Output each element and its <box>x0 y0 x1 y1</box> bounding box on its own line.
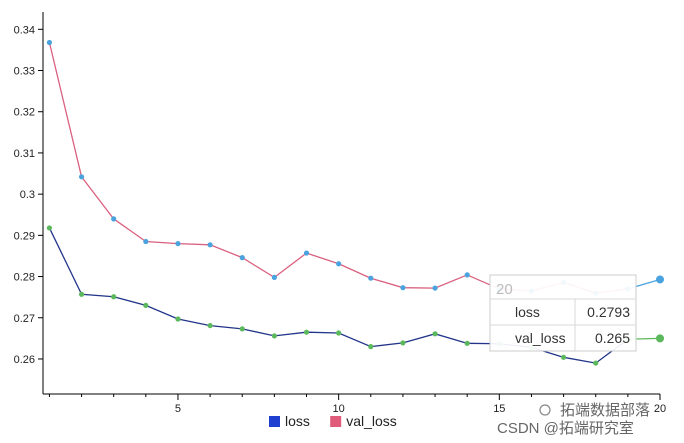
tooltip-value: 0.2793 <box>587 304 630 320</box>
data-point-val_loss[interactable] <box>239 255 245 261</box>
legend-swatch-loss[interactable] <box>269 416 280 427</box>
legend-swatch-val_loss[interactable] <box>330 416 342 427</box>
y-tick-label: 0.27 <box>14 313 35 325</box>
data-point-val_loss[interactable] <box>207 242 213 248</box>
axes: 0.26 0.27 0.28 0.29 0.3 0.31 0.32 0.33 0.34 5 10 15… <box>14 12 666 415</box>
data-point-loss[interactable] <box>464 340 470 346</box>
data-point-loss[interactable] <box>560 354 567 360</box>
y-tick-label: 0.3 <box>20 189 35 201</box>
y-tick-label: 0.33 <box>14 66 35 78</box>
data-point-loss[interactable] <box>207 322 213 329</box>
y-tick-label: 0.31 <box>14 148 35 160</box>
data-point-val_loss[interactable] <box>78 174 85 180</box>
data-point-val_loss[interactable] <box>271 274 277 280</box>
legend-label-loss[interactable]: loss <box>285 413 310 429</box>
data-point-val_loss[interactable] <box>175 240 181 247</box>
data-point-loss[interactable] <box>111 294 117 300</box>
data-point-val_loss[interactable] <box>111 216 117 222</box>
data-point-loss[interactable] <box>432 331 438 337</box>
legend-label-val_loss[interactable]: val_loss <box>346 413 397 429</box>
watermark-line-2: CSDN @拓端研究室 <box>497 420 634 437</box>
data-point-val_loss[interactable] <box>432 285 438 291</box>
data-point-val_loss[interactable] <box>143 238 149 245</box>
y-tick-label: 0.28 <box>14 272 35 284</box>
data-point-loss[interactable] <box>656 334 664 343</box>
watermark-logo-icon <box>539 404 551 416</box>
data-point-loss[interactable] <box>46 225 53 231</box>
data-point-val_loss[interactable] <box>464 272 470 278</box>
data-point-loss[interactable] <box>271 333 277 339</box>
data-point-loss[interactable] <box>400 340 406 346</box>
data-point-val_loss[interactable] <box>656 275 664 284</box>
data-point-loss[interactable] <box>368 344 374 350</box>
x-tick-label: 5 <box>175 403 181 415</box>
watermark-line-1: 拓端数据部落 <box>560 402 650 419</box>
x-tick-label: 10 <box>333 403 345 415</box>
y-tick-label: 0.26 <box>14 354 35 366</box>
data-point-loss[interactable] <box>78 291 85 297</box>
data-point-loss[interactable] <box>175 316 181 322</box>
data-point-val_loss[interactable] <box>336 261 342 267</box>
tooltip-title: 20 <box>496 281 513 298</box>
y-tick-label: 0.34 <box>14 24 35 36</box>
tooltip-label: loss <box>515 304 540 320</box>
data-point-loss[interactable] <box>303 329 310 335</box>
data-point-val_loss[interactable] <box>368 275 374 281</box>
data-point-val_loss[interactable] <box>46 39 53 46</box>
data-point-loss[interactable] <box>239 326 245 332</box>
series-layer <box>46 39 664 366</box>
x-tick-label: 15 <box>493 403 505 415</box>
legend[interactable]: loss val_loss <box>269 413 397 429</box>
data-point-loss[interactable] <box>593 360 599 366</box>
data-point-val_loss[interactable] <box>303 250 310 256</box>
tooltip-value: 0.265 <box>595 330 630 346</box>
tooltip-box <box>489 274 637 352</box>
data-point-loss[interactable] <box>336 330 342 336</box>
data-point-val_loss[interactable] <box>400 285 406 291</box>
x-tick-label: 20 <box>654 403 666 415</box>
data-point-loss[interactable] <box>143 302 149 309</box>
y-tick-label: 0.29 <box>14 230 35 242</box>
tooltip-label: val_loss <box>515 330 566 346</box>
series-line-val_loss <box>48 42 628 294</box>
y-tick-label: 0.32 <box>14 107 35 119</box>
